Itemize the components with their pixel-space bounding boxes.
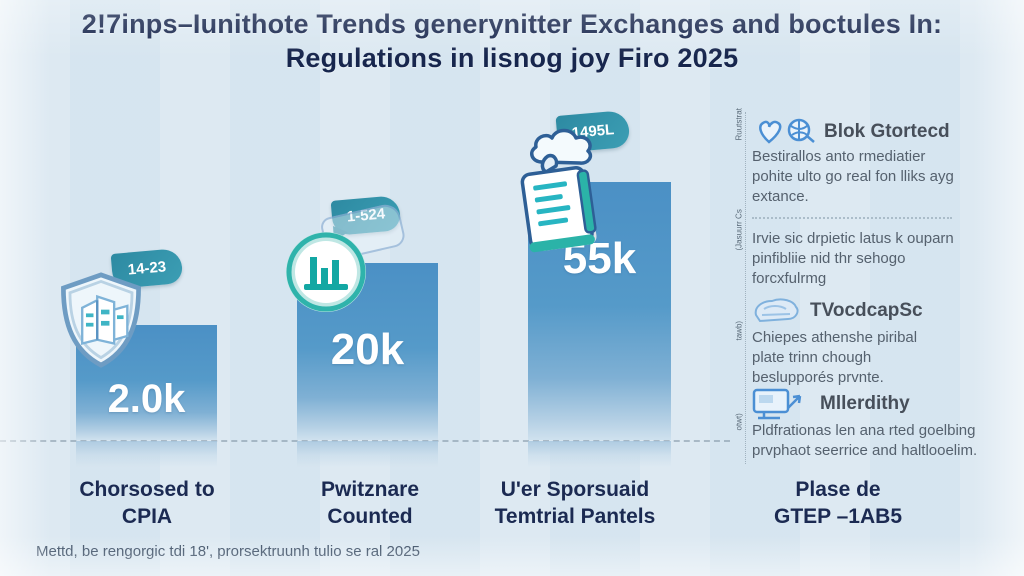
category-4-line-2: GTEP –1AB5 [774,505,902,528]
sidebar-item-3-heading: TVocdcapSc [810,300,923,321]
title-line-2: Regulations in lisnog joy Firo 2025 [285,43,739,73]
shield-buildings-icon [61,272,141,368]
bar-3-reflection [528,441,671,467]
page-title: 2!7inps–Iunithote Trends generynitter Ex… [0,7,1024,75]
sidebar-separator [752,217,952,219]
sidebar-vertical-label: tawb) [734,320,744,341]
bar-2-value: 20k [330,325,405,374]
sidebar-divider [745,112,746,464]
category-2-line-2: Counted [327,505,413,528]
sidebar-item-4-heading: Mllerdithy [820,393,910,414]
bar-1-reflection [76,441,217,467]
category-label-2: Pwitznare Counted [250,476,490,530]
category-3-line-2: Temtrial Pantels [494,505,656,528]
bar-chart-circle-icon [286,232,366,312]
category-label-3: U'er Sporsuaid Temtrial Pantels [455,476,695,530]
bar-1-value: 2.0k [107,377,186,421]
category-label-1: Chorsosed to CPIA [27,476,267,530]
sidebar-vertical-label: Ruutstrat [734,108,744,141]
category-1-line-1: Chorsosed to [79,478,215,501]
category-3-line-1: U'er Sporsuaid [500,478,650,501]
footnote: Mettd, be rengorgic tdi 18', prorsektruu… [36,543,420,560]
sidebar-vertical-label: otwt) [734,413,744,431]
category-4-line-1: Plase de [795,478,881,501]
clipboard-document-icon [520,128,597,253]
heart-icon [759,118,815,144]
sketch-device-icon [754,298,799,323]
sidebar-item-1-body: Bestirallos anto rmediatier pohite ulto … [752,148,954,205]
globe-icon [787,118,815,143]
category-label-4: Plase de GTEP –1AB5 [718,476,958,530]
sidebar-item-2-body: Irvie sic drpietic latus k ouparn pinfib… [752,230,954,287]
bar-2-reflection [297,441,438,467]
sidebar-vertical-label: (Jasuurr Cs [734,209,744,251]
category-2-line-1: Pwitznare [320,478,420,501]
category-1-line-2: CPIA [121,505,173,528]
sidebar-item-3-body: Chiepes athenshe piribal plate trinn cho… [752,329,918,386]
sidebar-item-1-heading: Blok Gtortecd [824,121,950,142]
sidebar-item-4-body: Pldfrationas len ana rted goelbing prvph… [752,422,978,459]
title-line-1: 2!7inps–Iunithote Trends generynitter Ex… [81,9,943,39]
monitor-icon [752,388,802,420]
